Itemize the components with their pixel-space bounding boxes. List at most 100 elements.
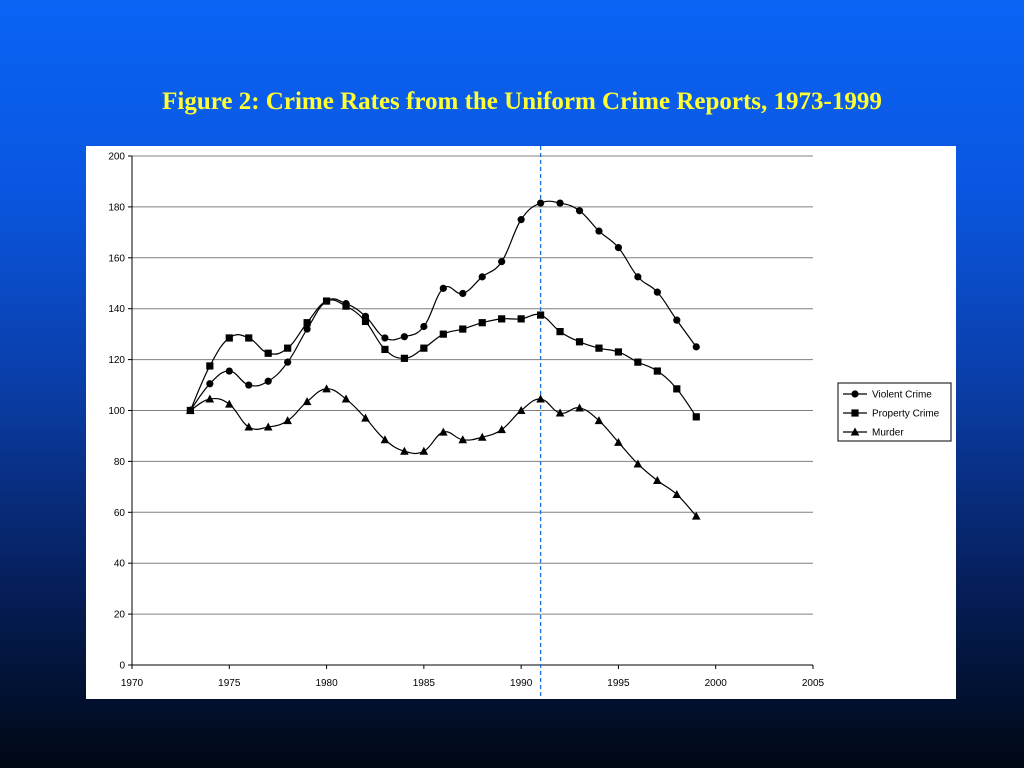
y-tick-label: 180 — [108, 202, 125, 213]
data-point-murder — [575, 403, 584, 412]
data-point-property-crime — [420, 344, 428, 352]
x-tick-label: 1970 — [121, 678, 144, 689]
data-point-murder — [322, 384, 331, 393]
data-point-violent-crime — [420, 322, 428, 331]
data-point-property-crime — [614, 348, 623, 356]
data-point-violent-crime — [459, 289, 467, 298]
data-point-murder — [439, 427, 448, 436]
data-point-violent-crime — [303, 325, 311, 333]
data-point-murder — [302, 397, 312, 406]
legend-marker-property-crime — [851, 409, 859, 417]
y-tick-label: 40 — [114, 559, 126, 570]
data-point-murder — [653, 475, 662, 484]
data-point-murder — [633, 459, 643, 468]
y-tick-label: 80 — [114, 457, 126, 468]
legend-label-violent-crime: Violent Crime — [872, 390, 932, 401]
data-point-violent-crime — [381, 334, 389, 342]
y-tick-label: 160 — [108, 253, 125, 264]
data-point-murder — [361, 413, 370, 422]
data-point-property-crime — [478, 319, 486, 327]
line-chart: 0 20 40 60 80 100 120 140 160 180 200 1970 1975 1980 1… — [108, 146, 952, 699]
data-point-murder — [516, 406, 526, 414]
data-point-property-crime — [225, 334, 233, 342]
data-point-violent-crime — [498, 258, 506, 266]
data-point-murder — [497, 425, 506, 434]
chart-panel: 0 20 40 60 80 100 120 140 160 180 200 1970 1975 1980 1… — [86, 146, 956, 699]
data-point-violent-crime — [264, 377, 272, 385]
data-point-murder — [224, 399, 234, 408]
data-point-violent-crime — [225, 367, 233, 375]
data-point-violent-crime — [614, 244, 623, 252]
y-tick-label: 20 — [114, 610, 126, 621]
data-point-property-crime — [361, 317, 370, 326]
data-point-property-crime — [400, 354, 408, 362]
data-point-property-crime — [498, 315, 506, 323]
data-point-property-crime — [322, 297, 331, 305]
data-point-property-crime — [692, 413, 700, 421]
data-point-murder — [205, 394, 215, 403]
data-point-murder — [186, 406, 195, 414]
data-point-violent-crime — [245, 381, 253, 389]
data-point-property-crime — [595, 344, 603, 352]
x-tick-label: 2005 — [802, 678, 825, 689]
data-point-property-crime — [459, 325, 467, 333]
data-point-murder — [555, 408, 565, 417]
data-point-violent-crime — [653, 288, 661, 296]
data-point-murder — [283, 416, 292, 425]
data-point-property-crime — [439, 330, 447, 338]
data-point-murder — [419, 446, 429, 455]
legend-marker-violent-crime — [851, 390, 859, 398]
data-point-murder — [672, 489, 682, 498]
data-point-property-crime — [245, 334, 253, 342]
legend-label-murder: Murder — [872, 428, 904, 439]
x-tick-label: 1975 — [218, 678, 241, 689]
data-point-murder — [477, 432, 487, 441]
data-point-violent-crime — [556, 199, 564, 207]
data-point-violent-crime — [692, 343, 700, 351]
data-point-property-crime — [517, 315, 525, 323]
data-point-murder — [244, 422, 254, 431]
series-line-murder — [190, 388, 697, 517]
y-tick-label: 60 — [114, 508, 126, 519]
x-tick-label: 1985 — [413, 678, 436, 689]
data-point-property-crime — [673, 385, 681, 393]
data-point-violent-crime — [595, 227, 603, 235]
data-point-murder — [458, 435, 468, 444]
legend-marker-murder — [850, 427, 860, 436]
series-line-property-crime — [189, 299, 697, 418]
data-point-violent-crime — [634, 273, 642, 281]
data-point-property-crime — [556, 328, 564, 336]
data-point-murder — [400, 446, 409, 455]
y-tick-label: 140 — [108, 304, 125, 315]
data-point-murder — [614, 437, 623, 446]
data-point-murder — [263, 422, 273, 431]
data-point-violent-crime — [537, 199, 545, 207]
y-tick-label: 100 — [108, 406, 125, 417]
data-point-murder — [691, 511, 701, 520]
data-point-murder — [536, 394, 545, 403]
data-point-property-crime — [381, 345, 389, 354]
slide-title: Figure 2: Crime Rates from the Uniform C… — [162, 88, 882, 115]
data-point-violent-crime — [206, 380, 214, 388]
data-point-violent-crime — [575, 207, 584, 215]
data-point-murder — [341, 394, 351, 403]
x-tick-label: 1990 — [510, 678, 533, 689]
data-point-property-crime — [264, 349, 272, 357]
y-tick-label: 200 — [108, 152, 125, 163]
y-tick-label: 120 — [108, 355, 125, 366]
x-tick-label: 1980 — [315, 678, 338, 689]
y-tick-label: 0 — [119, 661, 125, 672]
data-point-violent-crime — [439, 284, 447, 292]
x-tick-label: 1995 — [607, 678, 630, 689]
legend-label-property-crime: Property Crime — [872, 409, 940, 420]
data-point-property-crime — [206, 362, 214, 370]
data-point-violent-crime — [517, 216, 525, 224]
data-point-property-crime — [537, 311, 545, 319]
data-point-murder — [380, 435, 390, 444]
data-point-violent-crime — [400, 333, 408, 341]
data-point-property-crime — [575, 338, 584, 346]
data-point-property-crime — [303, 319, 311, 327]
data-point-violent-crime — [284, 358, 292, 366]
data-point-property-crime — [284, 344, 292, 352]
data-point-violent-crime — [478, 273, 486, 281]
